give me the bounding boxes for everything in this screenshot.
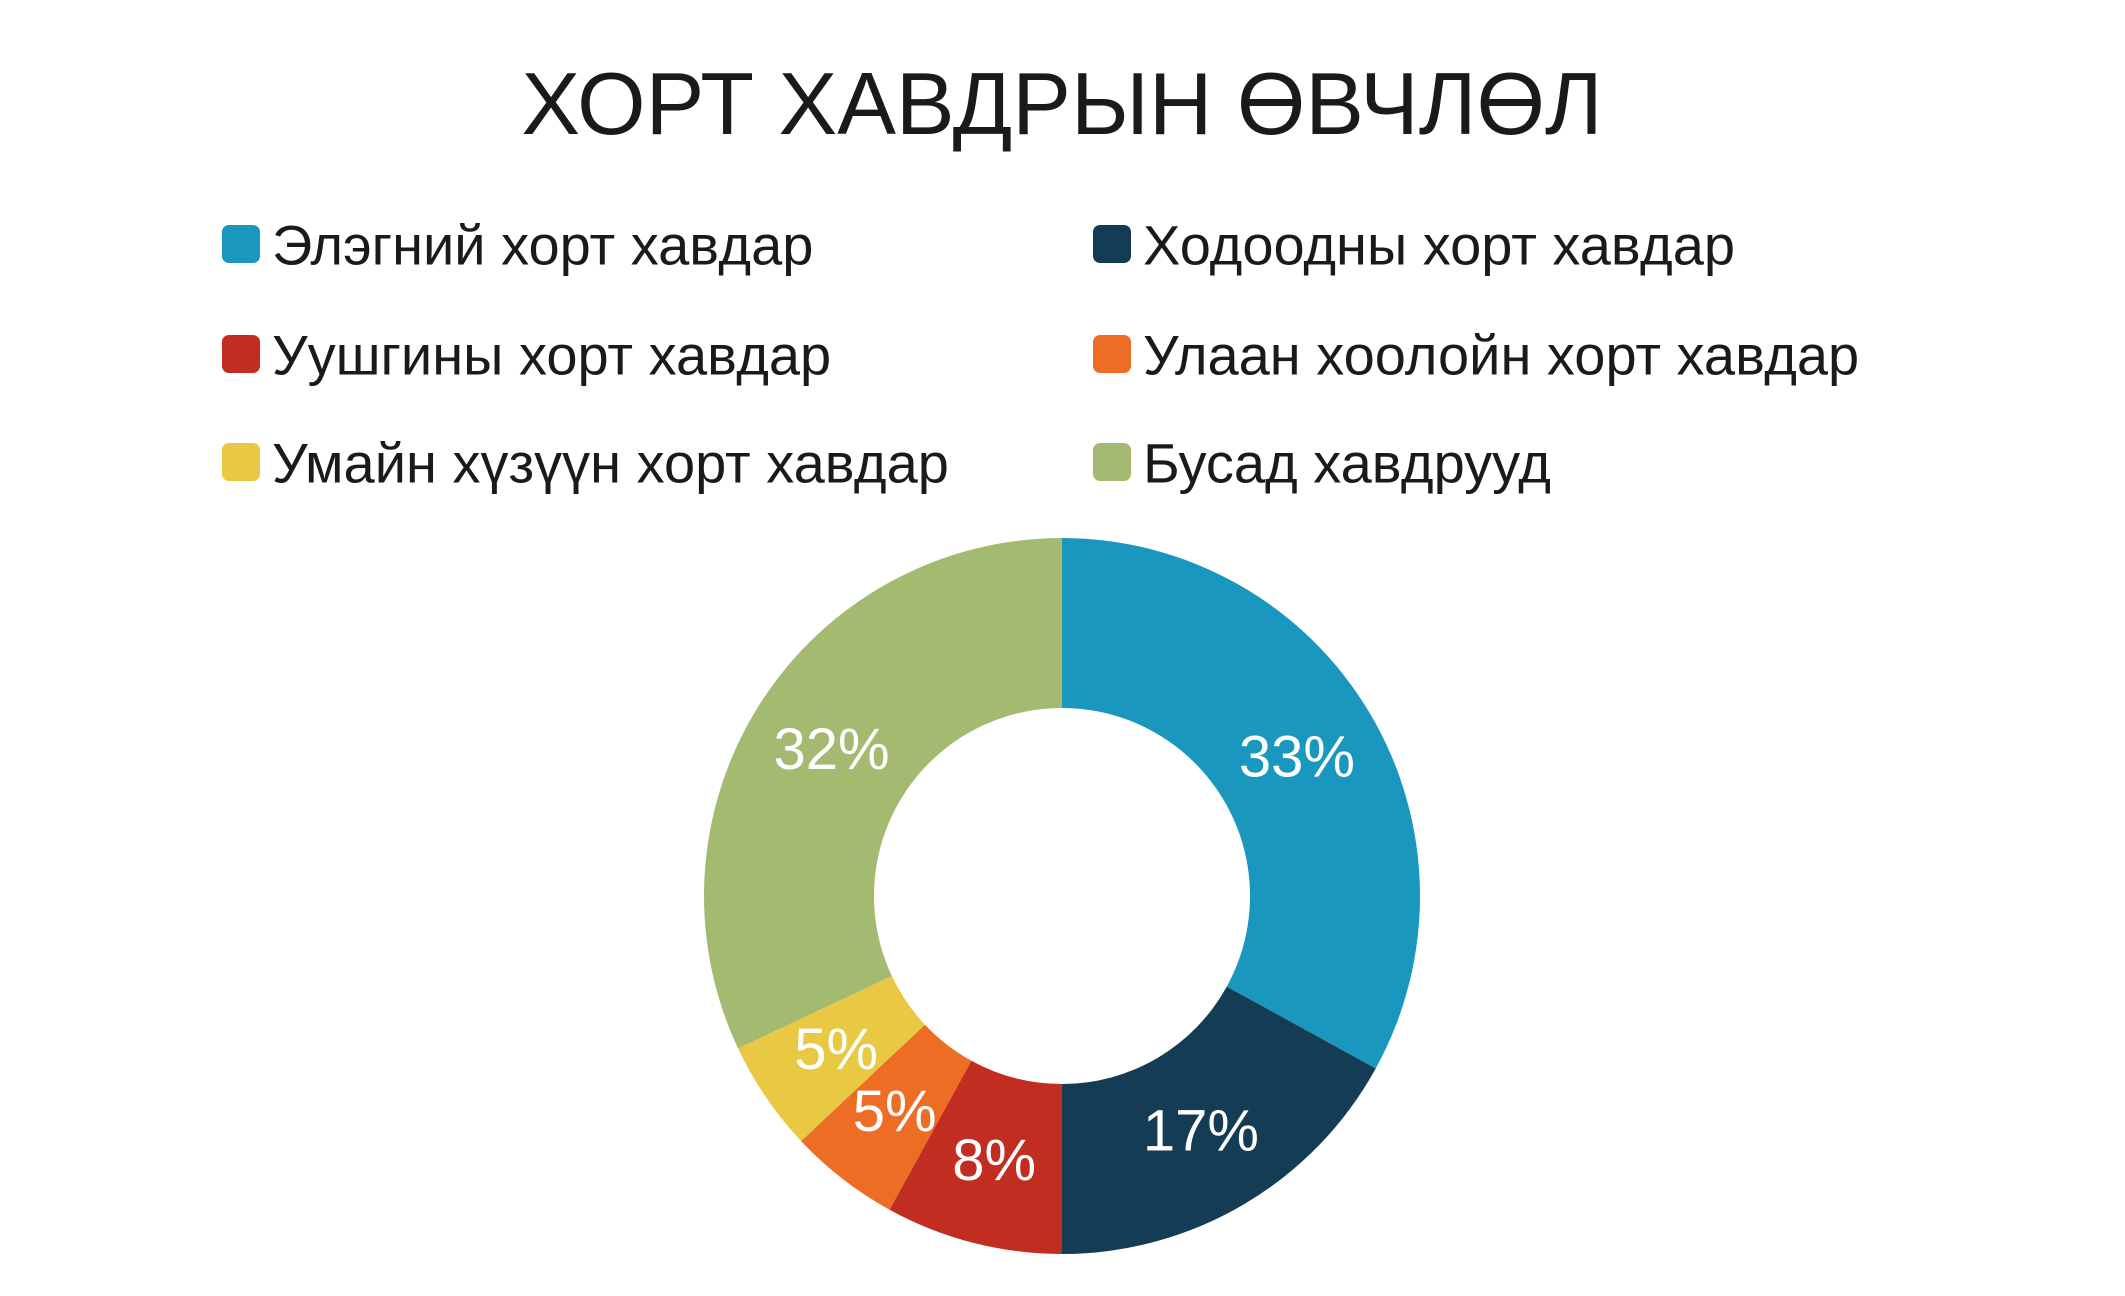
legend-label-6: Бусад хавдрууд [1143, 432, 1551, 495]
legend-label-2: Ходоодны хорт хавдар [1143, 214, 1735, 277]
donut-slice-4 [801, 1024, 972, 1210]
donut-slice-1 [1062, 538, 1420, 1069]
legend-swatch-1 [222, 225, 260, 263]
legend-swatch-6 [1093, 443, 1131, 481]
legend-label-4: Улаан хоолойн хорт хавдар [1143, 324, 1859, 387]
legend-swatch-2 [1093, 225, 1131, 263]
donut-slice-3 [889, 1060, 1062, 1254]
data-label-4: 5% [853, 1079, 937, 1144]
data-label-1: 33% [1239, 725, 1355, 790]
slice-labels: 33%17%8%5%5%32% [773, 717, 1355, 1193]
data-label-5: 5% [794, 1017, 878, 1082]
donut-slice-5 [738, 976, 925, 1142]
legend-label-3: Уушгины хорт хавдар [272, 324, 831, 387]
legend-swatch-3 [222, 335, 260, 373]
legend-label-5: Умайн хүзүүн хорт хавдар [272, 432, 949, 495]
donut-slice-6 [703, 538, 1062, 1049]
data-label-2: 17% [1143, 1098, 1259, 1163]
legend-label-1: Элэгний хорт хавдар [272, 214, 813, 277]
chart-title: ХОРТ ХАВДРЫН ӨВЧЛӨЛ [521, 54, 1602, 153]
data-label-3: 8% [952, 1128, 1036, 1193]
donut-slice-2 [1062, 986, 1376, 1254]
legend: Элэгний хорт хавдар Ходоодны хорт хавдар У… [222, 214, 1859, 495]
data-label-6: 32% [773, 717, 889, 782]
legend-swatch-4 [1093, 335, 1131, 373]
donut-slices [703, 538, 1420, 1254]
legend-swatch-5 [222, 443, 260, 481]
